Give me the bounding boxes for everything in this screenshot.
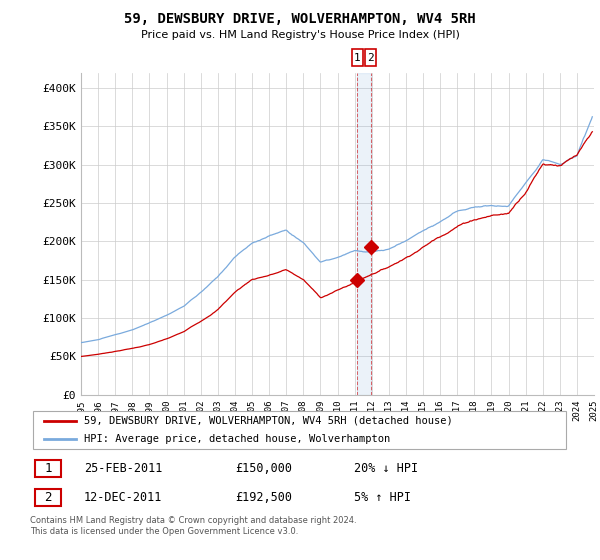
Text: £150,000: £150,000 [235, 462, 292, 475]
Text: HPI: Average price, detached house, Wolverhampton: HPI: Average price, detached house, Wolv… [84, 434, 390, 444]
Text: 12-DEC-2011: 12-DEC-2011 [84, 491, 163, 504]
Text: 20% ↓ HPI: 20% ↓ HPI [354, 462, 418, 475]
Text: 2: 2 [44, 491, 52, 504]
Bar [357, 73, 371, 395]
Text: 1: 1 [44, 462, 52, 475]
FancyBboxPatch shape [35, 460, 61, 477]
FancyBboxPatch shape [35, 489, 61, 506]
Text: 5% ↑ HPI: 5% ↑ HPI [354, 491, 411, 504]
Text: 59, DEWSBURY DRIVE, WOLVERHAMPTON, WV4 5RH: 59, DEWSBURY DRIVE, WOLVERHAMPTON, WV4 5… [124, 12, 476, 26]
Text: £192,500: £192,500 [235, 491, 292, 504]
Text: Contains HM Land Registry data © Crown copyright and database right 2024.
This d: Contains HM Land Registry data © Crown c… [30, 516, 356, 536]
Text: 2: 2 [367, 53, 374, 63]
Text: 25-FEB-2011: 25-FEB-2011 [84, 462, 163, 475]
Text: Price paid vs. HM Land Registry's House Price Index (HPI): Price paid vs. HM Land Registry's House … [140, 30, 460, 40]
FancyBboxPatch shape [33, 411, 566, 449]
Text: 59, DEWSBURY DRIVE, WOLVERHAMPTON, WV4 5RH (detached house): 59, DEWSBURY DRIVE, WOLVERHAMPTON, WV4 5… [84, 416, 453, 426]
FancyBboxPatch shape [365, 49, 376, 67]
FancyBboxPatch shape [352, 49, 363, 67]
Text: 1: 1 [354, 53, 361, 63]
